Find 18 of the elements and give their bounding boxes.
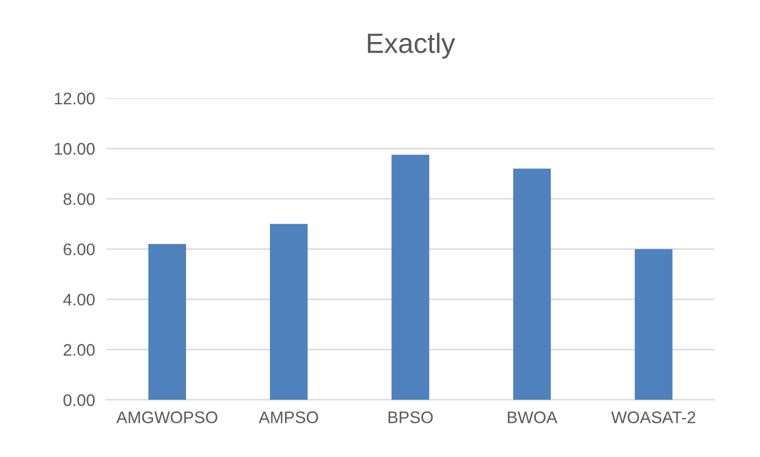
bar <box>392 154 430 400</box>
y-tick-label: 6.00 <box>64 243 95 256</box>
y-tick-label: 8.00 <box>64 193 95 205</box>
x-tick-label: AMGWOPSO <box>116 411 218 424</box>
bar <box>513 168 551 400</box>
bar <box>148 244 186 400</box>
x-tick-label: AMPSO <box>258 411 318 424</box>
y-tick-label: 0.00 <box>64 394 95 406</box>
y-tick-label: 10.00 <box>54 142 95 155</box>
x-tick-label: BWOA <box>508 411 558 424</box>
bar <box>634 249 672 400</box>
y-tick-label: 12.00 <box>54 92 95 104</box>
y-tick-label: 2.00 <box>64 344 95 356</box>
chart-title: Exactly <box>368 32 456 59</box>
x-tick-label: BPSO <box>388 411 433 424</box>
bar <box>270 224 308 400</box>
x-tick-label: WOASAT-2 <box>611 411 696 424</box>
y-tick-label: 4.00 <box>63 294 95 306</box>
